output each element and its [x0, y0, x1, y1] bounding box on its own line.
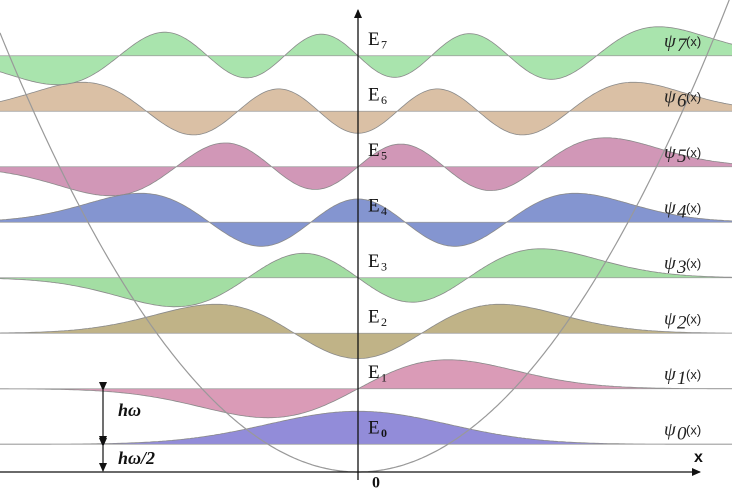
wavefunction-fill — [0, 411, 732, 445]
psi-argument: (x) — [686, 256, 701, 271]
energy-index: 6 — [381, 93, 387, 107]
energy-label: E — [368, 196, 380, 217]
energy-label: E — [368, 251, 380, 272]
energy-label: E — [368, 418, 380, 439]
wavefunction-curve — [0, 303, 732, 360]
psi-index: 6 — [677, 91, 687, 112]
psi-label: ψ — [664, 87, 677, 108]
energy-label: E — [368, 140, 380, 161]
wavefunction-curve — [0, 81, 732, 136]
labels: E 0 ψ 0 (x)E 1 ψ 1 (x)E 2 ψ 2 (x)E 3 ψ 3 (x)E 4 ψ 4 (x)E 5 ψ 5(… — [368, 29, 701, 445]
wavefunction-fill — [0, 82, 732, 135]
psi-argument: (x) — [686, 90, 701, 105]
energy-label: E — [368, 307, 380, 328]
psi-label: ψ — [664, 198, 677, 219]
energy-index: 2 — [381, 315, 387, 329]
energy-index: 1 — [381, 371, 387, 385]
wavefunction-curve — [0, 410, 732, 445]
psi-index: 3 — [676, 257, 687, 278]
psi-argument: (x) — [686, 201, 701, 216]
energy-index: 5 — [381, 149, 387, 163]
psi-argument: (x) — [686, 312, 701, 327]
quantum-label: hω — [118, 400, 141, 420]
energy-index: 7 — [381, 38, 387, 52]
psi-label: ψ — [664, 31, 677, 52]
wavefunctions — [0, 26, 732, 445]
wavefunction-curve — [0, 137, 732, 197]
psi-index: 4 — [677, 202, 687, 223]
psi-index: 5 — [677, 146, 687, 167]
psi-index: 0 — [677, 424, 687, 445]
psi-label: ψ — [664, 142, 677, 163]
energy-index: 0 — [381, 426, 387, 440]
potential-curve — [0, 0, 730, 473]
energy-label: E — [368, 85, 380, 106]
energy-label: E — [368, 362, 380, 383]
wavefunction-curve — [0, 248, 732, 308]
energy-index: 3 — [381, 260, 387, 274]
psi-argument: (x) — [686, 367, 701, 382]
wavefunction-curve — [0, 359, 732, 419]
psi-label: ψ — [664, 253, 677, 274]
wavefunction-fill — [0, 193, 732, 247]
wavefunction-fill — [0, 304, 732, 359]
psi-label: ψ — [664, 309, 677, 330]
origin-label: 0 — [372, 475, 380, 492]
zero-point-label: hω/2 — [118, 448, 155, 468]
psi-index: 1 — [677, 368, 687, 389]
wavefunction-curve — [0, 26, 732, 86]
psi-label: ψ — [664, 420, 677, 441]
psi-argument: (x) — [686, 423, 701, 438]
psi-index: 7 — [677, 35, 688, 56]
energy-index: 4 — [381, 204, 387, 218]
psi-argument: (x) — [686, 34, 701, 49]
x-axis-label: x — [694, 449, 703, 466]
psi-label: ψ — [664, 364, 677, 385]
psi-argument: (x) — [686, 145, 701, 160]
psi-index: 2 — [677, 313, 687, 334]
energy-label: E — [368, 29, 380, 50]
